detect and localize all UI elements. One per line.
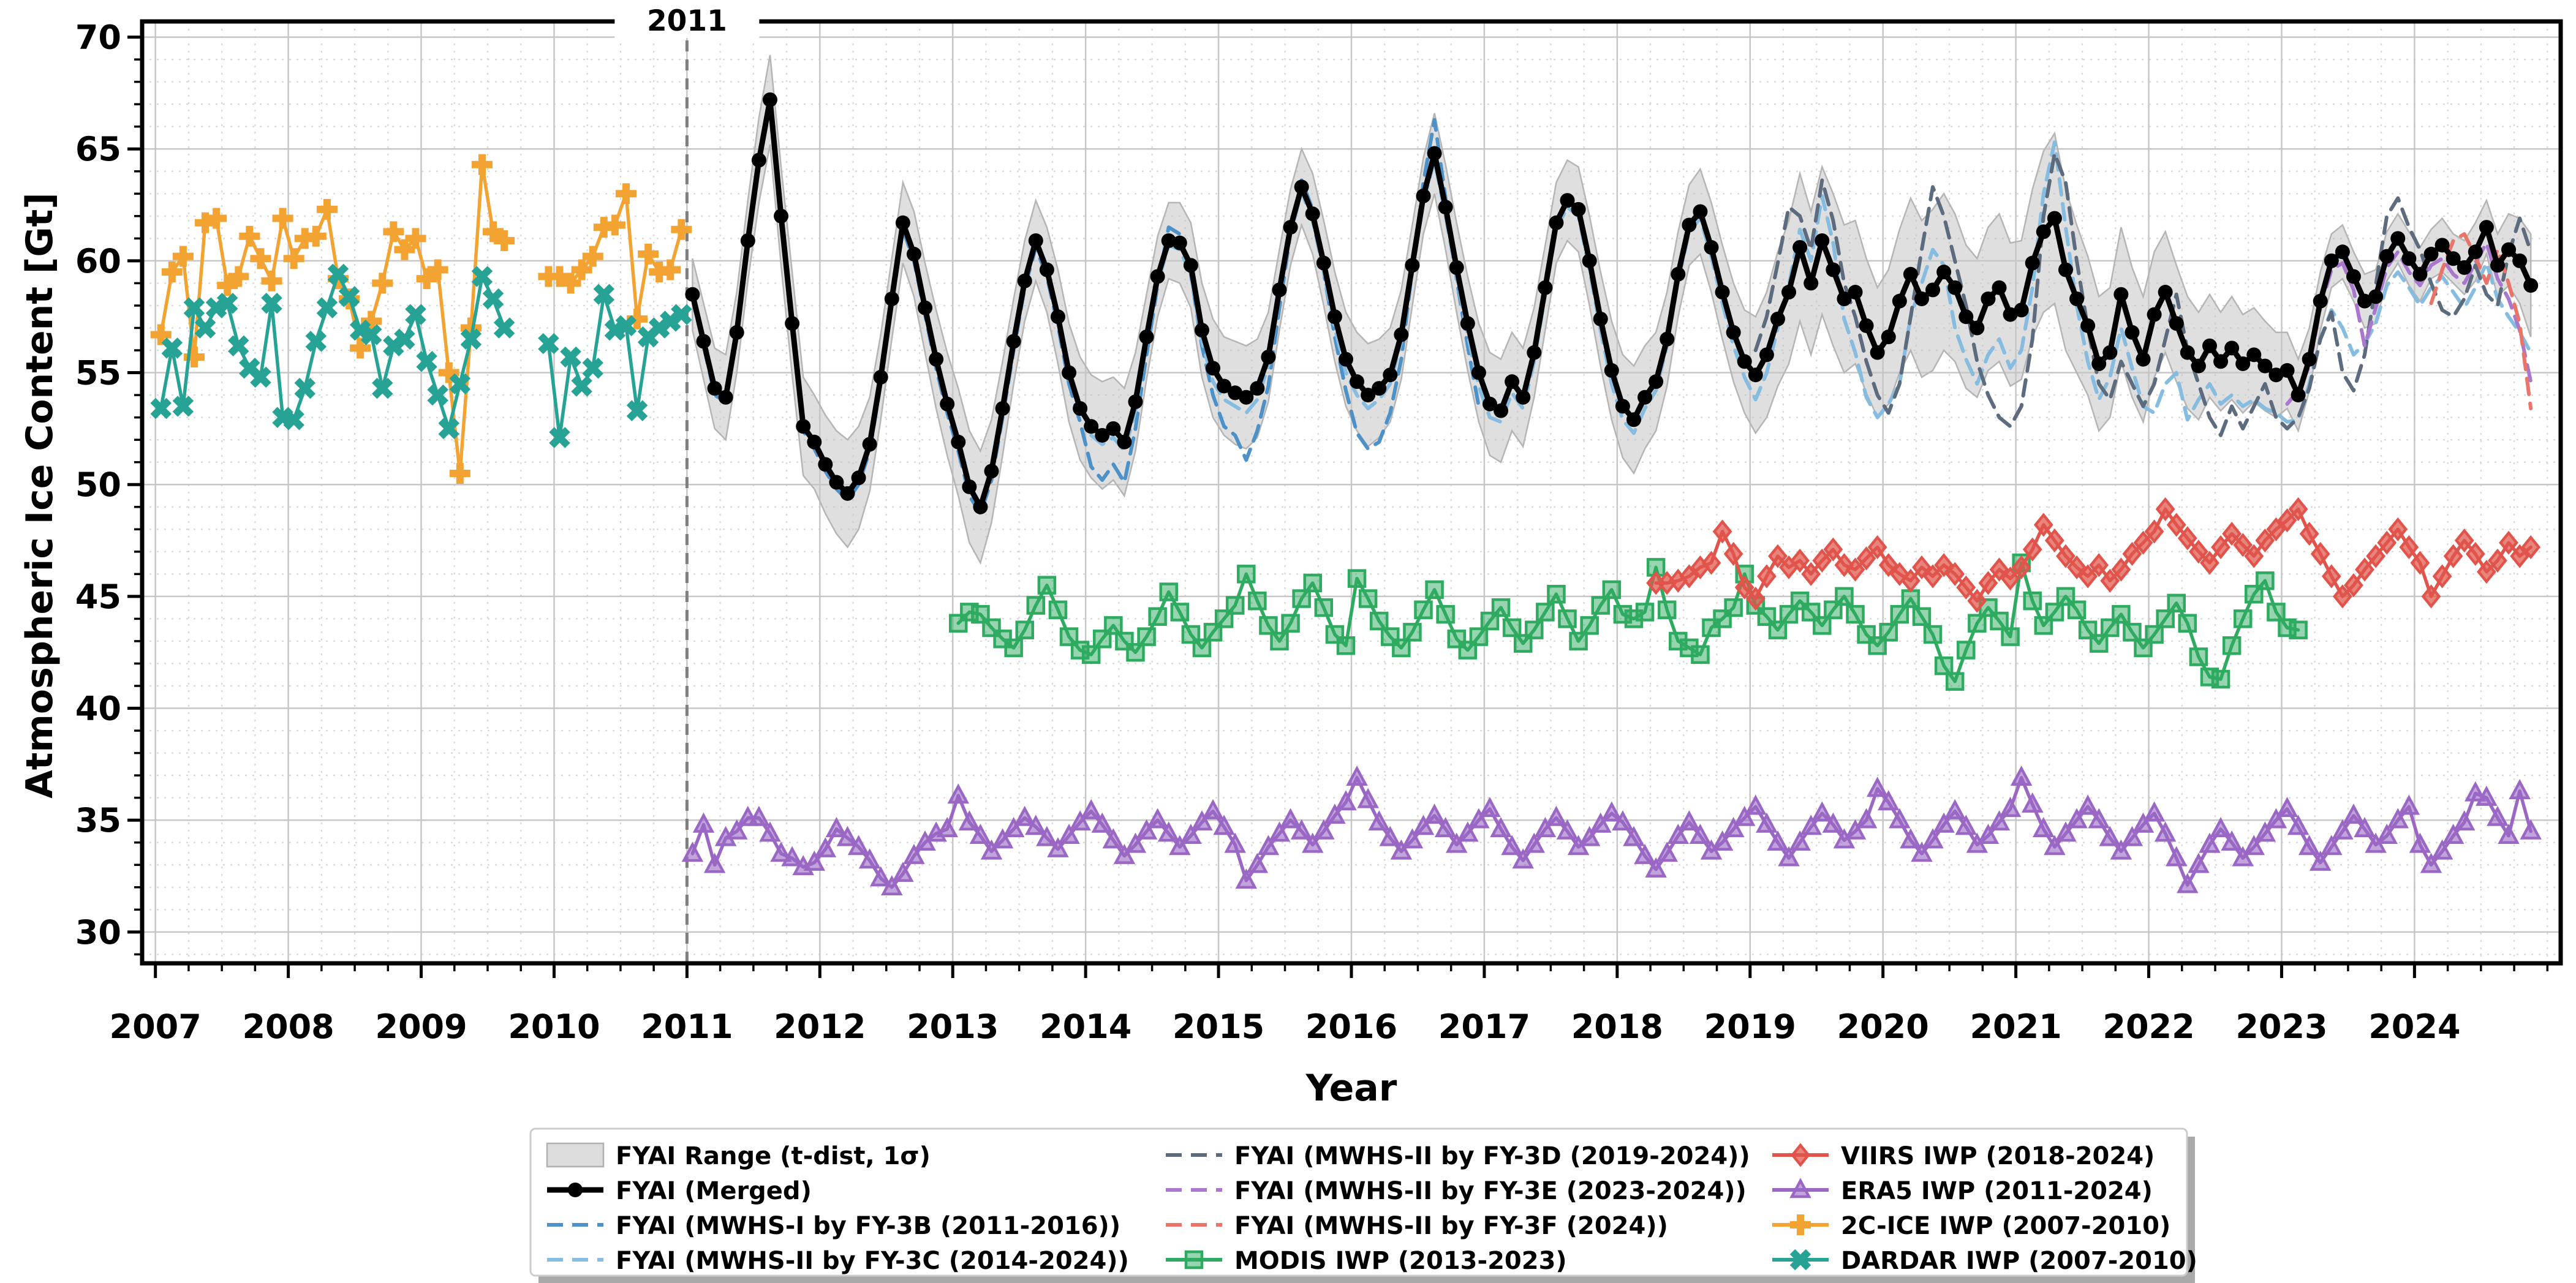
svg-text:40: 40 — [75, 690, 121, 728]
svg-text:70: 70 — [75, 18, 121, 57]
svg-text:2022: 2022 — [2102, 1007, 2194, 1046]
series-fyai-range-band — [692, 55, 2532, 565]
svg-text:FYAI (MWHS-II by FY-3E (2023-2: FYAI (MWHS-II by FY-3E (2023-2024)) — [1234, 1177, 1747, 1205]
svg-text:2007: 2007 — [110, 1007, 202, 1046]
svg-text:2024: 2024 — [2368, 1007, 2460, 1046]
svg-text:2008: 2008 — [242, 1007, 334, 1046]
legend: FYAI Range (t-dist, 1σ) FYAI (Merged) FYAI… — [529, 1127, 2197, 1283]
svg-text:FYAI (MWHS-II by FY-3F (2024)): FYAI (MWHS-II by FY-3F (2024)) — [1234, 1212, 1668, 1240]
svg-text:2023: 2023 — [2235, 1007, 2327, 1046]
legend-item-modis: MODIS IWP (2013-2023) — [1166, 1247, 1567, 1275]
x-axis-label: Year — [1305, 1067, 1397, 1110]
svg-text:2015: 2015 — [1173, 1007, 1264, 1046]
svg-text:FYAI Range (t-dist, 1σ): FYAI Range (t-dist, 1σ) — [616, 1142, 931, 1170]
axis-tick-labels: 2007 2008 2009 2010 2011 2012 2013 2014 2015 2016… — [75, 18, 2461, 1046]
series-merged — [685, 92, 2539, 514]
svg-text:2017: 2017 — [1438, 1007, 1530, 1046]
svg-text:30: 30 — [75, 913, 121, 952]
legend-item-merged: FYAI (Merged) — [547, 1177, 812, 1205]
svg-text:65: 65 — [75, 130, 121, 168]
svg-text:2018: 2018 — [1571, 1007, 1663, 1046]
svg-text:45: 45 — [75, 578, 121, 616]
legend-item-fy3c: FYAI (MWHS-II by FY-3C (2014-2024)) — [547, 1247, 1129, 1275]
legend-item-fy3e: FYAI (MWHS-II by FY-3E (2023-2024)) — [1166, 1177, 1747, 1205]
series-viirs — [1646, 497, 2541, 613]
svg-text:55: 55 — [75, 354, 121, 393]
svg-text:50: 50 — [75, 465, 121, 504]
svg-text:2012: 2012 — [774, 1007, 866, 1046]
svg-text:2011: 2011 — [641, 1007, 733, 1046]
axis-ticks — [127, 36, 2549, 978]
svg-text:2010: 2010 — [508, 1007, 600, 1046]
svg-text:MODIS IWP (2013-2023): MODIS IWP (2013-2023) — [1234, 1247, 1567, 1275]
svg-text:DARDAR IWP (2007-2010): DARDAR IWP (2007-2010) — [1841, 1247, 2197, 1275]
legend-item-range: FYAI Range (t-dist, 1σ) — [546, 1142, 931, 1170]
svg-text:35: 35 — [75, 801, 121, 840]
legend-item-dardar: DARDAR IWP (2007-2010) — [1772, 1247, 2197, 1275]
legend-item-viirs: VIIRS IWP (2018-2024) — [1772, 1142, 2155, 1170]
legend-item-era5: ERA5 IWP (2011-2024) — [1772, 1177, 2153, 1205]
svg-text:2011: 2011 — [647, 4, 727, 38]
y-axis-label: Atmospheric Ice Content [Gt] — [18, 192, 61, 799]
svg-text:2019: 2019 — [1704, 1007, 1796, 1046]
svg-text:FYAI (MWHS-II by FY-3D (2019-2: FYAI (MWHS-II by FY-3D (2019-2024)) — [1234, 1142, 1750, 1170]
grid-major — [142, 21, 2561, 963]
svg-text:2014: 2014 — [1040, 1007, 1131, 1046]
svg-text:60: 60 — [75, 242, 121, 280]
svg-text:ERA5 IWP (2011-2024): ERA5 IWP (2011-2024) — [1841, 1177, 2153, 1205]
svg-text:2020: 2020 — [1837, 1007, 1929, 1046]
series-modis — [949, 553, 2308, 691]
legend-item-fy3f: FYAI (MWHS-II by FY-3F (2024)) — [1166, 1212, 1668, 1240]
legend-item-fy3b: FYAI (MWHS-I by FY-3B (2011-2016)) — [547, 1212, 1120, 1240]
annotation-2011-label: 2011 — [614, 4, 760, 38]
svg-text:VIIRS IWP (2018-2024): VIIRS IWP (2018-2024) — [1841, 1142, 2155, 1170]
series-fy3d — [1753, 151, 2533, 437]
svg-text:2C-ICE IWP (2007-2010): 2C-ICE IWP (2007-2010) — [1841, 1212, 2170, 1240]
svg-text:2021: 2021 — [1970, 1007, 2061, 1046]
svg-text:FYAI (Merged): FYAI (Merged) — [616, 1177, 812, 1205]
svg-text:FYAI (MWHS-I by FY-3B (2011-20: FYAI (MWHS-I by FY-3B (2011-2016)) — [616, 1212, 1120, 1240]
legend-item-c2ice: 2C-ICE IWP (2007-2010) — [1772, 1212, 2170, 1240]
svg-text:2013: 2013 — [907, 1007, 999, 1046]
svg-text:2009: 2009 — [375, 1007, 467, 1046]
svg-text:FYAI (MWHS-II by FY-3C (2014-2: FYAI (MWHS-II by FY-3C (2014-2024)) — [616, 1247, 1129, 1275]
series-dardar — [150, 263, 692, 448]
svg-text:2016: 2016 — [1305, 1007, 1397, 1046]
legend-item-fy3d: FYAI (MWHS-II by FY-3D (2019-2024)) — [1166, 1142, 1750, 1170]
series-era5 — [681, 766, 2542, 896]
